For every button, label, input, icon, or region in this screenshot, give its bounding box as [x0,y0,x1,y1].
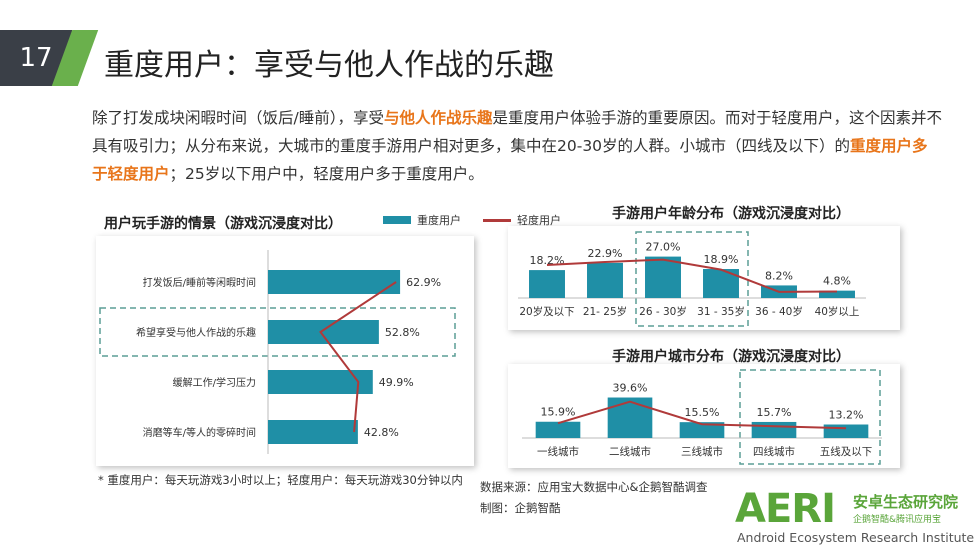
category-label: 二线城市 [609,445,651,458]
bar-value-label: 18.9% [704,253,739,266]
page-number: 17 [0,30,72,86]
bar-value-label: 62.9% [406,276,441,289]
intro-text: 除了打发成块闲暇时间（饭后/睡前），享受 [92,109,384,127]
legend-light-label: 轻度用户 [517,214,561,227]
bar-heavy [529,270,565,298]
category-label: 四线城市 [753,445,795,458]
legend-line-swatch [483,218,511,222]
category-label: 一线城市 [537,445,579,458]
category-label: 31 - 35岁 [697,305,745,318]
bar-heavy [607,397,653,438]
age-chart-title: 手游用户年龄分布（游戏沉浸度对比） [612,206,850,222]
city-chart-title: 手游用户城市分布（游戏沉浸度对比） [612,349,850,365]
bar-value-label: 49.9% [379,376,414,389]
bar-value-label: 39.6% [613,382,648,395]
logo-mark: AERI [735,486,836,532]
bar-value-label: 42.8% [364,426,399,439]
logo-cn-name: 安卓生态研究院 [853,493,959,511]
page-title: 重度用户：享受与他人作战的乐趣 [104,48,554,83]
bar-heavy [268,270,401,294]
bar-heavy [823,424,869,438]
city-chart-panel: 15.9% 一线城市 39.6% 二线城市 15.5% 三线城市 15.7% 四线城市 13.2… [508,364,900,468]
line-light [557,400,847,430]
highlight-box [635,231,749,327]
bar-value-label: 15.7% [757,406,792,419]
category-label: 21- 25岁 [583,305,627,318]
category-label: 消磨等车/等人的零碎时间 [143,426,256,439]
bar-heavy [679,422,725,438]
aeri-logo: AERI 安卓生态研究院 企鹅智酷&腾讯应用宝 Android Ecosyste… [735,486,975,546]
category-label: 缓解工作/学习压力 [173,376,256,389]
bar-heavy [587,262,623,298]
intro-text: 是重度用户体验手游的重要原因。而对于轻度用户，这个因素并不具有吸引力；从分布来说… [92,109,943,155]
category-label: 三线城市 [681,445,723,458]
bar-value-label: 15.9% [541,406,576,419]
category-label: 36 - 40岁 [755,305,803,318]
legend-heavy: 重度用户 [383,212,461,228]
legend-heavy-label: 重度用户 [417,214,461,227]
made-by: 制图：企鹅智酷 [480,501,561,515]
category-label: 打发饭后/睡前等闲暇时间 [143,276,256,289]
legend-bar-swatch [383,216,411,224]
intro-highlight: 与他人作战乐趣 [383,109,493,127]
bar-value-label: 4.8% [823,275,851,288]
bar-value-label: 15.5% [685,406,720,419]
bar-heavy [751,421,797,438]
scenario-chart-title: 用户玩手游的情景（游戏沉浸度对比） [104,216,342,232]
category-label: 40岁以上 [815,305,860,318]
scenario-chart-panel: 打发饭后/睡前等闲暇时间 62.9% 希望享受与他人作战的乐趣 52.8% 缓解工作/学… [96,236,474,466]
bar-heavy [268,370,373,394]
age-chart-panel: 18.2% 20岁及以下 22.9% 21- 25岁 27.0% 26 - 30岁 18.9… [508,226,900,330]
bar-heavy [645,256,681,298]
line-light [319,281,397,433]
logo-subtitle: 企鹅智酷&腾讯应用宝 [853,515,942,525]
intro-highlight: 重度用户多于轻度用户 [92,137,928,183]
logo-en-name: Android Ecosystem Research Institute [737,530,975,545]
footnote: * 重度用户：每天玩游戏3小时以上；轻度用户：每天玩游戏30分钟以内 [98,473,463,487]
bar-value-label: 52.8% [385,326,420,339]
city-chart: 15.9% 一线城市 39.6% 二线城市 15.5% 三线城市 15.7% 四线城市 13.2… [522,369,882,465]
category-label: 五线及以下 [820,445,873,458]
bar-heavy [268,420,358,444]
data-source: 数据来源：应用宝大数据中心&企鹅智酷调查 [480,480,708,494]
legend-light: 轻度用户 [483,212,561,228]
bar-value-label: 22.9% [588,247,623,260]
line-light [546,258,838,293]
intro-text: ；25岁以下用户中，轻度用户多于重度用户。 [169,165,484,183]
intro-paragraph: 除了打发成块闲暇时间（饭后/睡前），享受与他人作战乐趣是重度用户体验手游的重要原… [92,104,942,188]
bar-heavy [819,290,855,298]
bar-value-label: 8.2% [765,269,793,282]
bar-heavy [703,269,739,298]
scenario-chart: 打发饭后/睡前等闲暇时间 62.9% 希望享受与他人作战的乐趣 52.8% 缓解工作/学… [99,250,456,454]
category-label: 希望享受与他人作战的乐趣 [136,326,256,339]
category-label: 20岁及以下 [519,305,574,318]
category-label: 26 - 30岁 [639,305,687,318]
highlight-box [739,369,881,465]
bar-heavy [535,421,581,438]
bar-value-label: 27.0% [646,241,681,254]
highlight-box [99,307,456,357]
bar-heavy [268,320,379,344]
bar-value-label: 13.2% [829,409,864,422]
